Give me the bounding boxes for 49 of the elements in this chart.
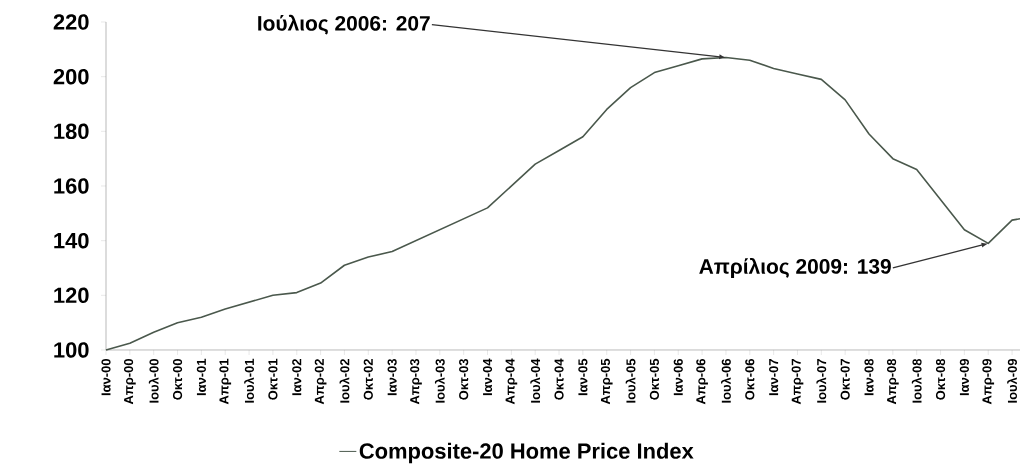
x-tick-label: Ιουλ-08 [911,358,922,403]
y-tick-label: 200 [53,68,89,85]
x-tick-label: Οκτ-07 [840,359,850,400]
x-tick-label: Ιαν-04 [482,358,493,396]
x-tick-label: Ιαν-02 [292,359,302,396]
x-tick-label: Οκτ-05 [649,358,660,400]
x-tick-label: Ιουλ-01 [244,358,254,403]
x-tick-label: Οκτ-01 [268,358,278,400]
x-tick-label: Απρ-03 [410,358,422,405]
x-tick-label: Ιουλ-03 [434,358,445,403]
legend-label: Composite-20 Home Price Index [359,442,694,464]
x-tick-label: Ιαν-00 [101,359,111,396]
annotation: Ιούλιος 2006: 207 [258,14,430,35]
x-tick-label: Οκτ-03 [459,358,469,400]
x-tick-label: Ιαν-08 [864,358,874,396]
y-tick-label: 160 [54,178,89,194]
x-tick-label: Ιουλ-05 [625,358,636,403]
x-tick-label: Ιουλ-07 [816,359,827,403]
y-tick-label: 100 [54,342,89,358]
annotation: Απρίλιος 2009: 139 [699,257,891,279]
x-tick-label: Απρ-09 [982,358,995,405]
x-tick-label: Απρ-00 [123,359,136,405]
x-tick-label: Ιουλ-04 [530,358,541,403]
x-tick-label: Ιαν-01 [196,358,206,396]
x-tick-label: Ιαν-06 [673,358,683,396]
x-tick-label: Απρ-01 [219,358,232,405]
y-tick-label: 120 [54,287,89,304]
x-tick-label: Ιαν-05 [578,358,588,396]
x-tick-label: Οκτ-04 [554,358,564,400]
x-tick-label: Ιουλ-02 [339,359,350,403]
x-tick-label: Ιαν-03 [387,358,397,396]
x-tick-label: Ιαν-09 [959,358,969,396]
y-tick-label: 140 [54,232,89,249]
x-tick-label: Απρ-08 [886,358,899,405]
y-tick-label: 180 [54,123,89,140]
x-tick-label: Ιουλ-06 [721,358,731,403]
x-tick-label: Οκτ-00 [172,359,183,400]
y-tick-label: 220 [53,14,89,30]
x-tick-label: Οκτ-06 [745,358,755,400]
x-tick-label: Ιαν-07 [769,359,779,396]
x-tick-label: Ιουλ-09 [1007,358,1017,403]
x-tick-label: Απρ-05 [600,358,613,405]
x-tick-label: Απρ-07 [791,359,804,405]
x-tick-label: Απρ-02 [314,359,327,405]
x-tick-label: Ιουλ-00 [148,359,159,403]
x-tick-label: Οκτ-08 [935,358,946,400]
x-tick-label: Απρ-04 [505,358,518,405]
x-tick-label: Απρ-06 [696,358,708,405]
x-tick-label: Οκτ-02 [363,359,373,400]
